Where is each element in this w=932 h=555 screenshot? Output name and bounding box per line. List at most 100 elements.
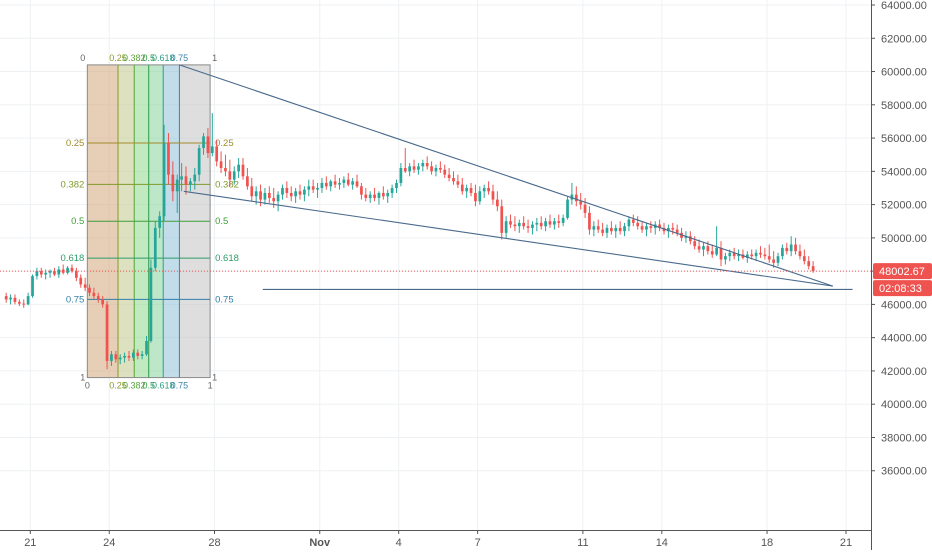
fib-time-level-label-top: 0.618 [152,53,175,63]
candle-body [706,246,710,252]
candle-body [26,296,30,305]
candle-body [39,271,43,275]
candle-body [645,226,648,230]
candle-body [544,221,547,227]
candle-body [184,176,188,185]
countdown-badge [873,280,932,297]
candle-body [145,340,148,355]
fib-price-level-label-left: 0.75 [66,294,85,305]
candle-body [750,254,754,257]
trendline-wedge-upper[interactable] [179,64,834,287]
time-tick-label: 7 [475,537,481,549]
fib-price-level-label-right: 0.382 [215,179,239,190]
candle-body [710,251,714,255]
candle-body [386,192,390,197]
time-tick-label: 14 [656,537,668,549]
candle-body [298,191,302,195]
candle-body [17,301,21,304]
candle-body [754,252,758,257]
candle-body [259,191,262,200]
candle-body [452,177,455,182]
candle-body [802,256,806,262]
candle-body [513,224,517,227]
candle-body [798,251,802,257]
candle-body [197,148,201,175]
candle-body [114,354,118,360]
candle-body [715,247,718,255]
candle-body [702,246,705,250]
candle-body [662,227,666,232]
candle-body [482,187,486,192]
time-tick-label: Nov [309,537,331,549]
candle-body [373,194,376,198]
trendline-wedge-lower[interactable] [183,190,833,287]
fib-price-level-label-right: 0.25 [215,138,234,149]
candle-body [66,267,69,273]
candle-body [728,252,732,257]
candle-body [807,261,811,267]
candle-body [763,254,767,257]
price-tick-label: 40000.00 [881,399,927,411]
candle-body [250,186,254,197]
candle-body [583,204,587,213]
candle-body [517,222,521,227]
fib-time-level-label-bottom: 0.75 [171,381,189,391]
candle-body [789,244,793,252]
candle-body [346,179,350,185]
candle-body [324,182,328,187]
candle-body [175,179,179,192]
candle-body [171,174,175,192]
candle-body [561,217,565,223]
candle-body [136,352,140,356]
candle-body [364,194,368,198]
candle-body [395,182,398,188]
time-axis-background [0,530,871,550]
fib-time-level-label-top: 0.75 [171,53,189,63]
candle-body [417,166,420,170]
candle-body [794,244,797,252]
candle-body [588,212,591,230]
candle-body [539,222,543,227]
candle-body [430,166,433,172]
candle-body [180,176,183,180]
candle-body [31,276,34,297]
candle-body [294,191,297,197]
candle-body [772,259,776,263]
time-tick-label: 11 [577,537,588,549]
candle-body [232,171,236,180]
candle-body [342,179,346,183]
fib-time-level-label-bottom: 0.382 [123,381,146,391]
price-tick-label: 44000.00 [881,333,927,345]
candle-body [35,271,39,277]
candle-body [688,236,692,242]
candle-body [596,226,600,230]
candle-body [189,181,192,185]
candle-body [96,296,100,300]
price-tick-label: 64000.00 [881,0,927,12]
fib-corner-label: 1 [212,53,217,63]
candle-body [333,181,337,185]
current-price-label: 48002.67 [879,266,925,278]
fib-corner-label: 1 [212,373,217,383]
fib-corner-label: 1 [80,373,85,383]
current-price-badge [873,263,932,280]
trendlines-layer[interactable] [0,64,871,290]
candle-body [636,222,640,227]
fib-price-level-label-left: 0.618 [61,253,85,264]
bar-countdown-label: 02:08:33 [879,283,922,295]
price-tick-label: 50000.00 [881,233,927,245]
candle-body [592,226,596,230]
candle-body [307,186,311,190]
candle-body [241,164,245,177]
candle-body [13,297,17,302]
fib-corner-label: 1 [208,381,213,391]
candle-body [4,296,8,300]
candle-body [684,236,688,238]
candle-body [434,168,438,172]
candle-body [123,355,126,358]
candle-body [263,192,267,200]
candle-body [281,187,284,195]
price-tick-label: 62000.00 [881,33,927,45]
